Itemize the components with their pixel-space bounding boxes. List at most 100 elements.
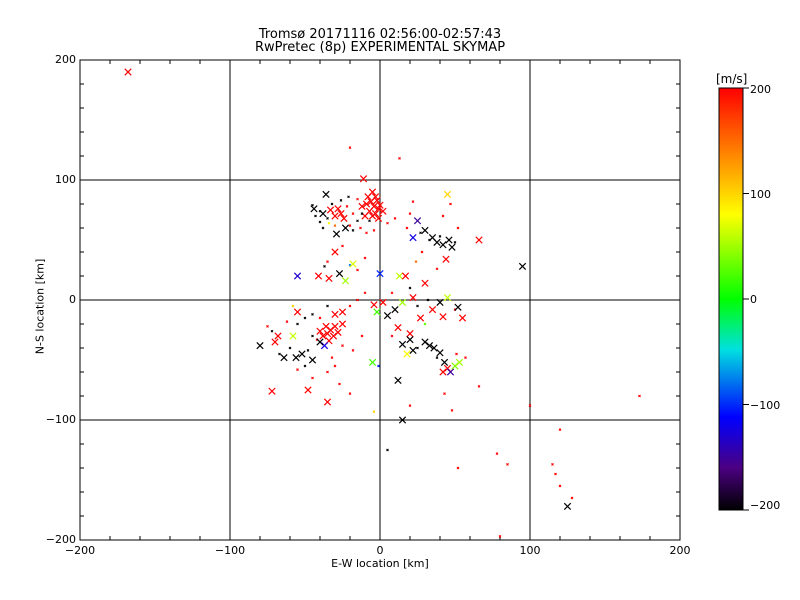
y-tick-label: 200 — [55, 53, 76, 66]
data-point-dot — [498, 535, 502, 538]
data-point-dot — [356, 219, 359, 223]
data-point-cross — [398, 340, 407, 349]
x-axis-label: E-W location [km] — [331, 557, 429, 570]
data-point-dot — [363, 291, 367, 295]
data-point-cross — [341, 224, 350, 232]
data-point-dot — [285, 320, 289, 323]
data-point-dot — [506, 463, 509, 466]
data-point-dot — [327, 221, 331, 225]
data-point-dot — [318, 316, 322, 320]
data-point-cross — [383, 311, 392, 320]
data-point-cross — [322, 190, 330, 199]
data-point-cross — [398, 416, 407, 424]
data-point-dot — [311, 313, 314, 316]
data-point-dot — [348, 304, 352, 308]
data-point-cross — [331, 248, 339, 256]
colorbar-tick-label: −100 — [750, 399, 781, 412]
x-tick-label: −100 — [214, 544, 246, 557]
data-point-dot — [426, 298, 430, 302]
data-point-cross — [326, 326, 335, 334]
data-point-cross — [421, 338, 429, 346]
data-point-dot — [464, 356, 467, 359]
data-point-cross — [367, 197, 375, 206]
data-point-cross — [338, 320, 347, 328]
data-point-cross — [370, 301, 378, 309]
x-tick-label: 200 — [669, 544, 691, 557]
data-point-cross — [332, 230, 341, 238]
data-point-dot — [386, 221, 389, 225]
data-point-cross — [439, 368, 447, 376]
data-point-dot — [435, 267, 439, 271]
data-point-dot — [408, 286, 412, 290]
data-point-cross — [310, 205, 318, 213]
data-point-dot — [441, 214, 445, 218]
data-point-dot — [351, 212, 355, 215]
data-point-cross — [326, 206, 335, 214]
data-point-cross — [373, 308, 381, 316]
data-point-cross — [425, 341, 434, 350]
data-point-dot — [455, 352, 458, 356]
data-point-cross — [316, 327, 324, 335]
data-point-cross — [398, 298, 407, 307]
data-point-cross — [322, 322, 330, 331]
y-tick-label: 100 — [55, 173, 76, 186]
data-point-dot — [408, 404, 412, 407]
data-point-dot — [377, 364, 380, 368]
data-point-dot — [416, 346, 419, 350]
data-point-cross — [293, 272, 302, 280]
data-point-dot — [351, 229, 355, 232]
data-point-dot — [348, 392, 352, 395]
data-point-dot — [288, 346, 292, 350]
data-point-dot — [348, 146, 352, 149]
data-point-dot — [296, 368, 299, 371]
data-point-cross — [341, 277, 350, 285]
data-point-cross — [439, 241, 447, 249]
data-point-cross — [379, 298, 387, 307]
data-point-dot — [270, 329, 274, 333]
data-point-cross — [298, 350, 306, 358]
data-point-dot — [386, 448, 389, 452]
data-point-dot — [528, 404, 532, 407]
data-point-dot — [359, 226, 362, 230]
data-point-cross — [320, 341, 329, 350]
data-point-cross — [293, 308, 302, 316]
data-point-cross — [409, 346, 417, 355]
data-point-dot — [311, 334, 314, 338]
data-point-dot — [318, 220, 322, 224]
data-point-cross — [319, 332, 327, 340]
data-point-cross — [436, 349, 444, 357]
data-point-dot — [326, 260, 329, 263]
data-point-cross — [455, 358, 464, 367]
data-point-cross — [458, 314, 467, 322]
data-point-dot — [411, 200, 415, 203]
data-point-cross — [391, 305, 399, 314]
data-point-dot — [296, 322, 299, 326]
data-point-dot — [333, 364, 337, 368]
data-point-dot — [330, 356, 334, 359]
data-point-cross — [475, 236, 483, 244]
data-point-cross — [563, 502, 572, 511]
y-tick-label: 0 — [69, 293, 76, 306]
data-point-cross — [406, 335, 414, 344]
y-tick-label: −100 — [45, 413, 76, 426]
data-point-dot — [438, 235, 442, 238]
data-point-cross — [448, 243, 456, 251]
data-point-cross — [439, 313, 447, 321]
data-point-dot — [314, 214, 317, 218]
data-point-dot — [405, 226, 409, 230]
data-point-dot — [390, 291, 394, 295]
data-point-dot — [326, 370, 329, 374]
data-point-dot — [339, 199, 343, 202]
data-point-dot — [638, 394, 641, 398]
chart-title: Tromsø 20171116 02:56:00-02:57:43 — [258, 27, 502, 42]
data-point-cross — [368, 212, 377, 220]
data-point-dot — [456, 466, 460, 470]
data-point-cross — [518, 262, 527, 271]
data-point-dot — [449, 202, 452, 206]
chart-subtitle: RwPretec (8p) EXPERIMENTAL SKYMAP — [254, 40, 506, 55]
data-point-cross — [443, 293, 452, 302]
data-point-cross — [304, 386, 312, 394]
y-axis-label: N-S location [km] — [33, 258, 47, 355]
data-point-dot — [278, 352, 281, 356]
data-point-dot — [443, 392, 446, 395]
